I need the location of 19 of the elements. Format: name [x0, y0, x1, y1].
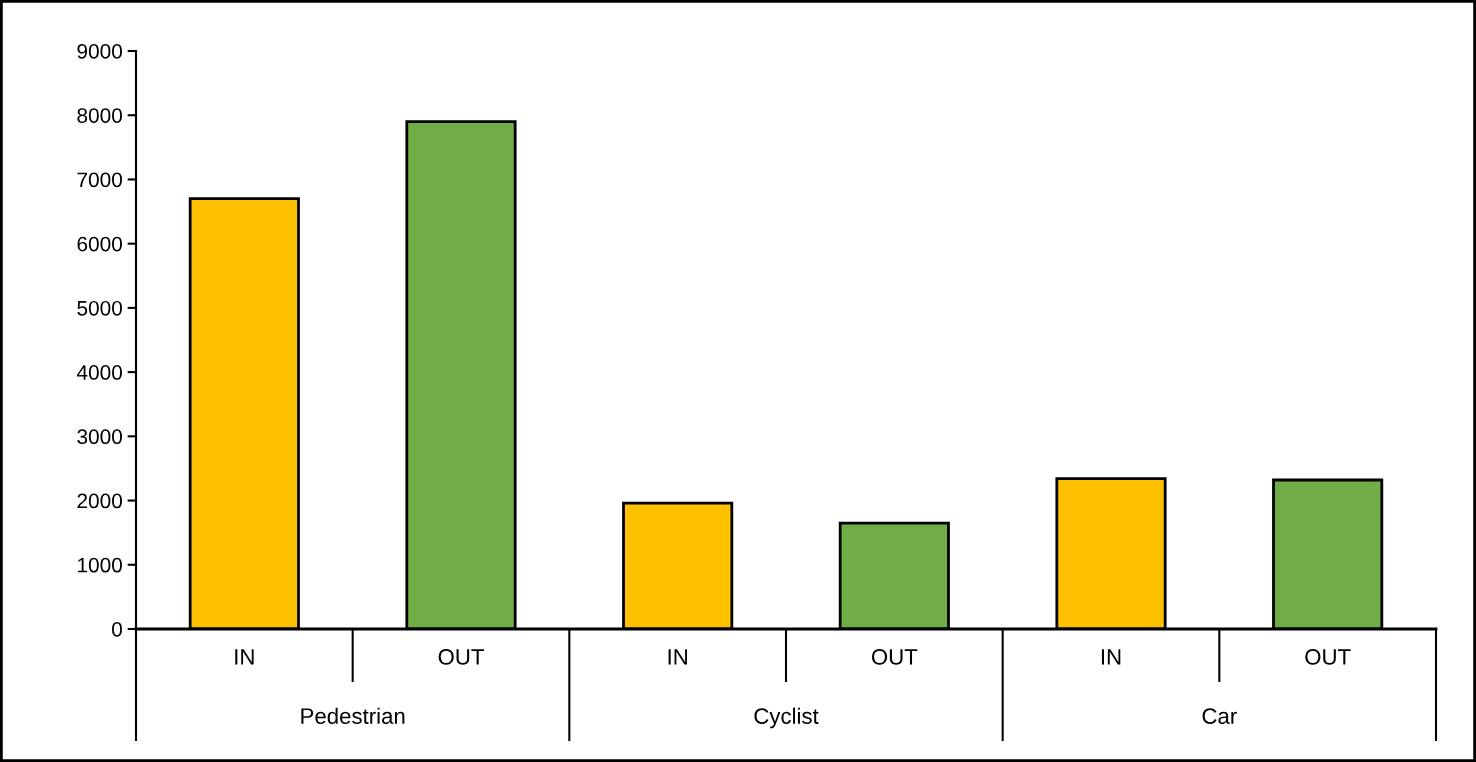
x-tick-label: OUT — [438, 649, 484, 665]
y-tick-label: 2000 — [77, 493, 122, 509]
text: Cyclist — [754, 707, 819, 729]
x-tick-label: OUT — [871, 649, 918, 665]
x-tick-label: IN — [1101, 649, 1121, 665]
y-tick-label: 1000 — [78, 557, 122, 573]
text: Car — [1202, 708, 1237, 724]
y-tick-label: 4000 — [76, 365, 122, 380]
x-tick-label: IN — [235, 649, 254, 665]
text: Pedestrian — [301, 707, 405, 724]
y-tick-label: 9000 — [77, 44, 122, 59]
x-tick-label: OUT — [1305, 649, 1351, 665]
y-tick-label: 5000 — [77, 300, 122, 316]
x-tick-label: IN — [668, 649, 687, 665]
y-tick-label: 0 — [112, 622, 122, 637]
y-tick-label: 6000 — [77, 236, 122, 252]
y-tick-label: 8000 — [77, 108, 122, 123]
y-tick-label: 7000 — [77, 172, 122, 188]
y-tick-label: 3000 — [77, 429, 122, 445]
